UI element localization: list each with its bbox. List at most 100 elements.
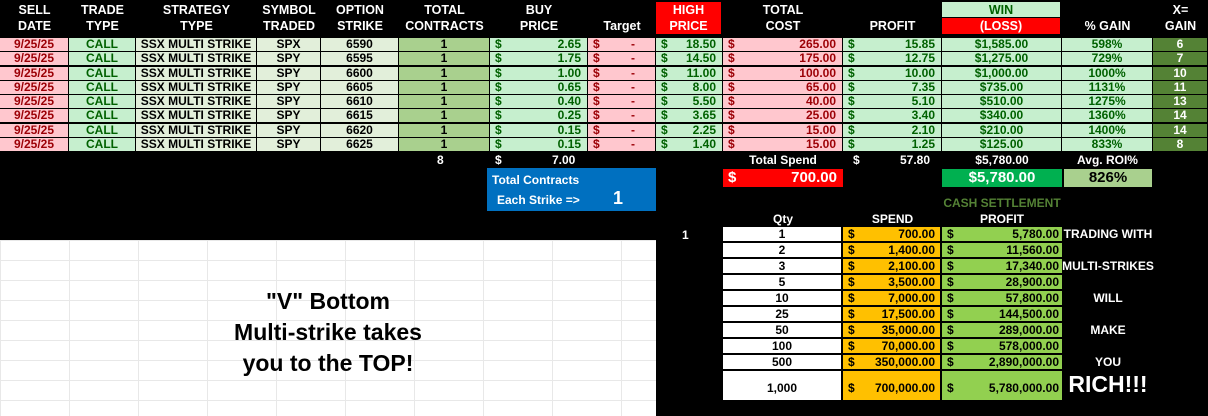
currency-symbol: $ bbox=[661, 38, 668, 51]
cash-settlement-title: CASH SETTLEMENT bbox=[943, 196, 1061, 210]
trade-type: CALL bbox=[69, 66, 136, 80]
currency-symbol: $ bbox=[495, 109, 502, 123]
header-line: TRADED bbox=[262, 19, 316, 33]
high-price-value: 1.40 bbox=[692, 137, 716, 151]
trade-type: CALL bbox=[69, 52, 136, 66]
buy-price-value: 0.65 bbox=[557, 80, 581, 94]
settlement-qty[interactable]: 10 bbox=[723, 291, 843, 307]
total-buy-sum: 7.00 bbox=[552, 153, 576, 167]
target-value: - bbox=[631, 52, 635, 66]
settlement-spend-value: 700,000.00 bbox=[874, 381, 935, 395]
settlement-spend-value: 7,000.00 bbox=[888, 291, 935, 305]
buy-price: $0.40 bbox=[490, 95, 588, 108]
total-contracts[interactable]: 1 bbox=[399, 66, 490, 80]
header-line: STRATEGY bbox=[162, 3, 231, 17]
total-contracts[interactable]: 1 bbox=[399, 137, 490, 151]
settlement-qty[interactable]: 25 bbox=[723, 307, 843, 323]
banner-line-3: you to the TOP! bbox=[242, 350, 414, 376]
settlement-profit-value: 2,890,000.00 bbox=[988, 355, 1059, 369]
strategy-type: SSX MULTI STRIKE bbox=[136, 52, 257, 66]
currency-symbol: $ bbox=[593, 80, 600, 94]
header-line: BUY bbox=[525, 3, 553, 17]
currency-symbol: $ bbox=[947, 307, 954, 321]
total-cost-value: 15.00 bbox=[805, 137, 836, 151]
settlement-qty[interactable]: 50 bbox=[723, 323, 843, 339]
option-strike: 6610 bbox=[321, 95, 399, 108]
profit-header: PROFIT bbox=[980, 212, 1024, 226]
header-win: WIN bbox=[942, 2, 1060, 17]
header-sell-date: SELL DATE bbox=[0, 2, 69, 34]
header-line: TYPE bbox=[180, 19, 213, 33]
settlement-profit-value: 289,000.00 bbox=[998, 323, 1059, 337]
settlement-spend-value: 17,500.00 bbox=[881, 307, 935, 321]
strategy-type: SSX MULTI STRIKE bbox=[136, 95, 257, 108]
profit-value: 3.40 bbox=[911, 109, 935, 123]
table-row: 9/25/25 CALL SSX MULTI STRIKE SPY 6600 1 $1.00… bbox=[0, 66, 1208, 80]
currency-symbol: $ bbox=[728, 38, 735, 51]
x-gain: 11 bbox=[1153, 80, 1208, 94]
strategy-type: SSX MULTI STRIKE bbox=[136, 137, 257, 151]
currency-symbol: $ bbox=[593, 123, 600, 137]
settlement-qty[interactable]: 1 bbox=[723, 227, 843, 243]
banner-text: "V" Bottom Multi-strike takes you to the… bbox=[0, 286, 656, 379]
settlement-spend: $350,000.00 bbox=[843, 355, 942, 371]
table-row: 9/25/25 CALL SSX MULTI STRIKE SPY 6620 1 $0.15… bbox=[0, 123, 1208, 137]
table-row: 9/25/25 CALL SSX MULTI STRIKE SPY 6610 1 $0.40… bbox=[0, 95, 1208, 108]
total-contracts[interactable]: 1 bbox=[399, 95, 490, 108]
profit: $7.35 bbox=[843, 80, 942, 94]
settlement-spend: $17,500.00 bbox=[843, 307, 942, 323]
settlement-spend: $3,500.00 bbox=[843, 275, 942, 291]
symbol: SPY bbox=[257, 66, 321, 80]
high-price: $18.50 bbox=[656, 38, 723, 51]
currency-symbol: $ bbox=[661, 80, 668, 94]
total-contracts[interactable]: 1 bbox=[399, 123, 490, 137]
profit-value: 10.00 bbox=[904, 66, 935, 80]
x-gain: 14 bbox=[1153, 109, 1208, 123]
currency-symbol: $ bbox=[495, 137, 502, 151]
symbol: SPY bbox=[257, 123, 321, 137]
high-price-value: 3.65 bbox=[692, 109, 716, 123]
profit: $2.10 bbox=[843, 123, 942, 137]
currency-symbol: $ bbox=[848, 123, 855, 137]
target: $ - bbox=[588, 38, 656, 51]
header-line: X= bbox=[1172, 3, 1189, 17]
total-contracts[interactable]: 1 bbox=[399, 52, 490, 66]
settlement-qty[interactable]: 3 bbox=[723, 259, 843, 275]
header-profit: PROFIT bbox=[869, 19, 916, 33]
settlement-qty[interactable]: 500 bbox=[723, 355, 843, 371]
settlement-qty[interactable]: 2 bbox=[723, 243, 843, 259]
avg-roi-box: 826% bbox=[1064, 169, 1152, 187]
total-contracts[interactable]: 1 bbox=[399, 80, 490, 94]
x-gain: 8 bbox=[1153, 137, 1208, 151]
currency-symbol: $ bbox=[661, 137, 668, 151]
currency-symbol: $ bbox=[848, 307, 855, 321]
target-value: - bbox=[631, 66, 635, 80]
target-value: - bbox=[631, 80, 635, 94]
strategy-type: SSX MULTI STRIKE bbox=[136, 80, 257, 94]
x-gain: 6 bbox=[1153, 38, 1208, 51]
currency-symbol: $ bbox=[848, 275, 855, 289]
win-loss: $1,585.00 bbox=[942, 38, 1062, 51]
currency-symbol: $ bbox=[728, 80, 735, 94]
multiplier-value: 1 bbox=[682, 228, 689, 242]
currency-symbol: $ bbox=[848, 259, 855, 273]
pct-gain: 1131% bbox=[1062, 80, 1153, 94]
currency-symbol: $ bbox=[947, 259, 954, 273]
total-cost-value: 25.00 bbox=[805, 109, 836, 123]
header-high-price: HIGH PRICE bbox=[656, 2, 721, 34]
settlement-qty[interactable]: 1,000 bbox=[723, 371, 843, 402]
total-contracts[interactable]: 1 bbox=[399, 38, 490, 51]
settlement-spend: $700.00 bbox=[843, 227, 942, 243]
each-strike-value[interactable]: 1 bbox=[613, 188, 624, 208]
currency-symbol: $ bbox=[593, 137, 600, 151]
currency-symbol: $ bbox=[853, 153, 860, 167]
settlement-qty[interactable]: 5 bbox=[723, 275, 843, 291]
banner-line-1: "V" Bottom bbox=[265, 288, 391, 314]
settlement-spend-value: 350,000.00 bbox=[874, 355, 935, 369]
total-cost: $15.00 bbox=[723, 137, 843, 151]
settlement-qty[interactable]: 100 bbox=[723, 339, 843, 355]
settlement-profit: $578,000.00 bbox=[942, 339, 1062, 355]
settlement-profit-value: 11,560.00 bbox=[1006, 243, 1059, 257]
total-contracts[interactable]: 1 bbox=[399, 109, 490, 123]
settlement-note: YOU bbox=[1094, 355, 1121, 369]
